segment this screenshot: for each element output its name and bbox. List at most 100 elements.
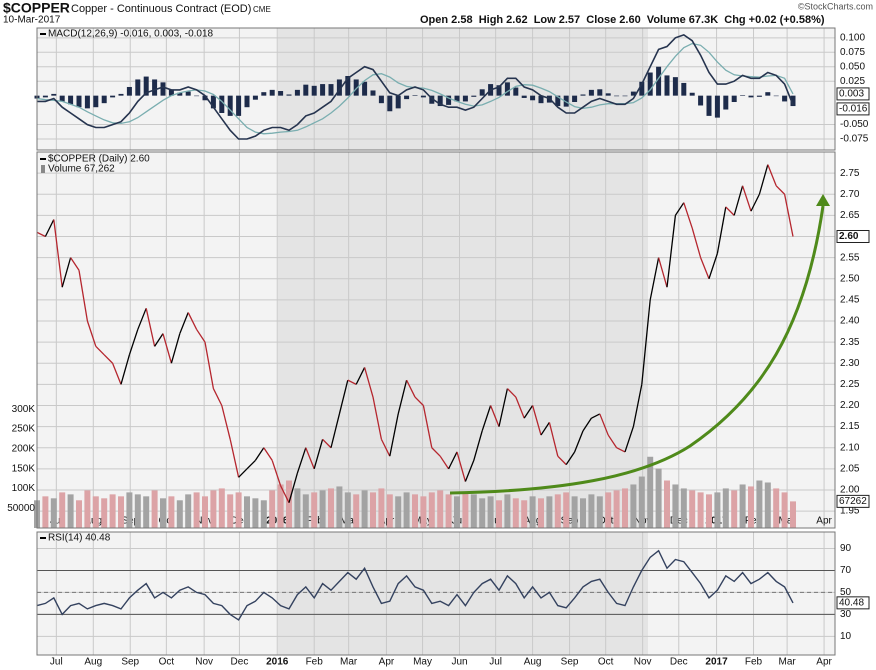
- histogram-bar: [269, 89, 275, 96]
- y-tick-label: 0.100: [840, 32, 865, 43]
- volume-bar: [773, 488, 780, 528]
- price-segment: [540, 422, 550, 436]
- histogram-bar: [622, 95, 628, 97]
- volume-bar: [655, 468, 662, 528]
- volume-bar: [193, 492, 200, 528]
- price-segment: [372, 396, 383, 440]
- price-segment: [145, 308, 156, 347]
- volume-bar: [546, 496, 553, 528]
- histogram-bar: [563, 95, 569, 107]
- volume-bar: [596, 496, 603, 528]
- price-segment: [456, 451, 467, 482]
- histogram-bar: [588, 89, 594, 96]
- price-segment: [53, 219, 63, 288]
- volume-bar: [487, 496, 494, 528]
- price-segment: [683, 202, 693, 229]
- panel-border: [36, 151, 836, 529]
- volume-bar: [580, 498, 586, 528]
- volume-bar: [328, 488, 334, 528]
- legend: Volume 67,262: [48, 164, 115, 175]
- x-tick-label: Apr: [816, 657, 832, 668]
- histogram-bar: [42, 95, 48, 98]
- volume-bar: [756, 480, 763, 528]
- volume-bar: [353, 494, 360, 528]
- price-segment: [78, 270, 89, 322]
- price-segment: [280, 485, 290, 503]
- histogram-bar: [521, 95, 527, 98]
- legend: MACD(12,26,9) -0.016, 0.003, -0.018: [48, 29, 214, 40]
- histogram-bar: [387, 95, 393, 112]
- volume-bar: [269, 490, 276, 528]
- price-segment: [95, 345, 105, 356]
- y-tick-label: 90: [840, 543, 852, 554]
- x-tick-label: Sep: [121, 657, 139, 668]
- histogram-bar: [647, 72, 653, 96]
- histogram-bar: [118, 93, 124, 96]
- y-tick-label: 50: [840, 587, 852, 598]
- histogram-bar: [471, 95, 477, 97]
- last-value-box: [836, 229, 870, 243]
- volume-bar: [109, 494, 116, 528]
- x-tick-label: Jun: [451, 657, 467, 668]
- price-segment: [783, 194, 794, 237]
- x-tick-label: Aug: [84, 657, 102, 668]
- histogram-bar: [278, 91, 284, 96]
- last-value-label: 0.003: [839, 89, 864, 100]
- histogram-bar: [714, 95, 720, 118]
- x-tick-label: Feb: [306, 657, 324, 668]
- volume-bar: [210, 490, 217, 528]
- volume-bar: [235, 492, 242, 528]
- price-segment: [699, 257, 710, 279]
- y-tick-label: 70: [840, 565, 852, 576]
- histogram-bar: [168, 89, 174, 96]
- volume-bar: [294, 488, 301, 528]
- volume-bar: [563, 492, 570, 528]
- volume-bar: [286, 480, 292, 528]
- panel-border: [36, 531, 836, 656]
- y-tick-label: 2.55: [840, 252, 860, 263]
- volume-bar: [59, 492, 66, 528]
- price-segment: [775, 185, 786, 195]
- volume-tick-label: 250K: [12, 424, 36, 435]
- volume-bar: [336, 486, 343, 528]
- last-value-box: [836, 87, 870, 101]
- y-tick-label: 0.025: [840, 76, 865, 87]
- price-segment: [716, 206, 727, 254]
- histogram-bar: [740, 95, 746, 96]
- price-segment: [389, 413, 399, 457]
- histogram-bar: [723, 95, 729, 110]
- y-tick-label: 2.30: [840, 358, 860, 369]
- volume-bar: [244, 496, 250, 528]
- price-segment: [489, 405, 500, 427]
- volume-tick-label: 150K: [12, 463, 36, 474]
- volume-bar: [84, 490, 91, 528]
- volume-bar: [470, 494, 477, 528]
- last-value-box: [836, 494, 870, 508]
- volume-bar: [706, 494, 712, 528]
- price-segment: [296, 447, 307, 474]
- volume-bar: [462, 492, 469, 528]
- y-tick-label: 2.10: [840, 442, 860, 453]
- histogram-bar: [614, 95, 620, 97]
- y-tick-label: 0.050: [840, 61, 865, 72]
- volume-tick-label: 300K: [12, 404, 36, 415]
- histogram-bar: [672, 77, 678, 96]
- price-segment: [548, 422, 559, 457]
- price-segment: [557, 455, 567, 466]
- histogram-bar: [706, 95, 712, 116]
- price-segment: [36, 231, 46, 238]
- y-tick-label: 2.05: [840, 463, 860, 474]
- volume-bar: [378, 488, 385, 528]
- price-segment: [506, 388, 517, 398]
- volume-bar: [370, 492, 376, 528]
- price-segment: [221, 405, 231, 440]
- histogram-bar: [462, 95, 468, 102]
- histogram-bar: [236, 95, 242, 116]
- histogram-bar: [782, 95, 788, 102]
- symbol: $COPPER: [3, 0, 70, 16]
- x-tick-label: Sep: [561, 516, 579, 527]
- histogram-bar: [345, 75, 351, 96]
- price-segment: [666, 215, 677, 288]
- y-tick-label: 2.65: [840, 210, 860, 221]
- highlight-band: [278, 152, 648, 528]
